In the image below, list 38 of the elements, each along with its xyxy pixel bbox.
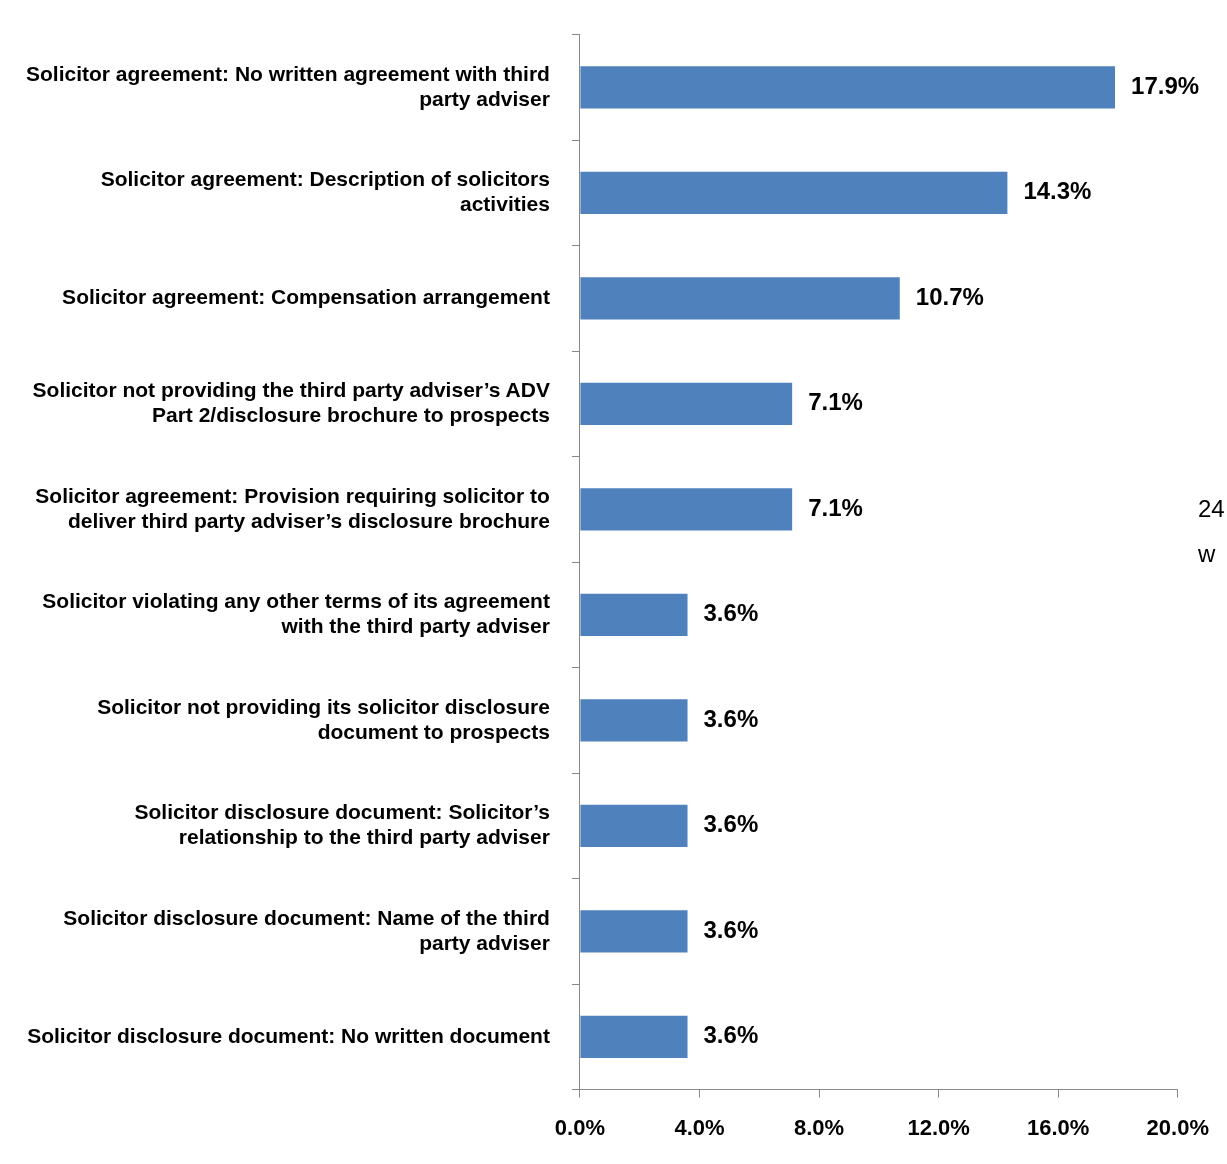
y-tick-label: Solicitor disclosure document: Name of the third party adviser <box>63 905 550 954</box>
data-label: 3.6% <box>703 810 759 838</box>
y-tick-label: Solicitor agreement: No written agreement with third party adviser <box>26 61 550 110</box>
y-tick-label: Solicitor not providing the third party adviser’s ADV Part 2/disclosure brochure to prospects <box>32 378 550 427</box>
data-label: 10.7% <box>915 282 984 310</box>
data-label: 17.9% <box>1131 71 1200 99</box>
bar <box>580 171 1008 214</box>
y-tick-label: Solicitor disclosure document: Solicitor’s relationship to the third party adviser <box>134 800 550 849</box>
data-label: 3.6% <box>703 1021 759 1049</box>
data-label: 3.6% <box>703 915 759 943</box>
bar <box>580 804 688 847</box>
x-tick-label: 8.0% <box>793 1114 845 1140</box>
bar <box>580 382 793 425</box>
data-label: 14.3% <box>1023 177 1092 205</box>
y-tick-label: Solicitor agreement: Provision requiring solicitor to deliver third party adviser’s disclosure brochure <box>35 483 550 532</box>
bar <box>580 699 688 742</box>
text: w <box>1197 539 1216 567</box>
x-tick-label: 0.0% <box>554 1114 605 1140</box>
data-label: 7.1% <box>808 388 863 416</box>
data-label: 3.6% <box>703 704 759 732</box>
y-tick-label: Solicitor violating any other terms of its agreement with the third party adviser <box>42 589 550 638</box>
bar <box>580 277 900 320</box>
bar <box>580 910 688 953</box>
bar <box>580 593 688 636</box>
bar <box>580 488 793 531</box>
data-label: 7.1% <box>808 493 863 521</box>
x-tick-label: 12.0% <box>907 1114 970 1140</box>
data-label: 3.6% <box>703 599 759 627</box>
y-tick-label: Solicitor agreement: Compensation arrangement <box>62 285 550 309</box>
text: 24 <box>1198 494 1225 522</box>
y-tick-label: Solicitor disclosure document: No written document <box>27 1023 550 1047</box>
y-tick-label: Solicitor agreement: Description of solicitors activities <box>100 167 550 216</box>
x-tick-label: 20.0% <box>1146 1114 1210 1140</box>
bar <box>580 1015 688 1058</box>
x-tick-label: 4.0% <box>674 1114 725 1140</box>
bar <box>580 66 1116 109</box>
y-tick-label: Solicitor not providing its solicitor disclosure document to prospects <box>97 694 550 743</box>
x-tick-label: 16.0% <box>1027 1114 1090 1140</box>
